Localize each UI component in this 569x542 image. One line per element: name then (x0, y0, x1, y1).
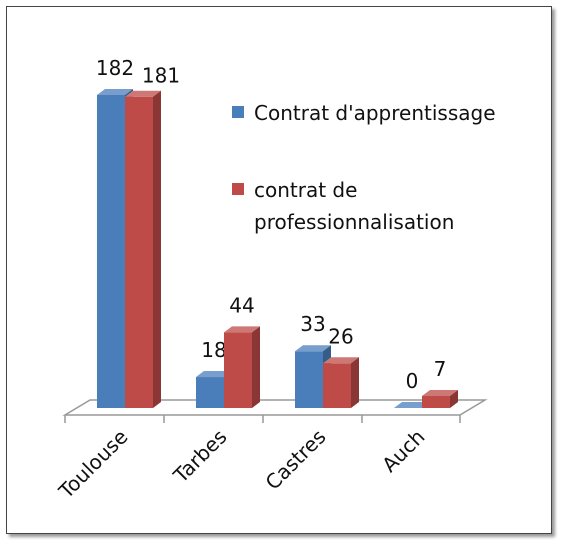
bar (224, 326, 260, 408)
bar-front (224, 332, 252, 408)
bar-front (422, 395, 450, 408)
bar-front (295, 351, 323, 408)
x-tick-label: Toulouse (53, 425, 132, 504)
bar (323, 357, 359, 408)
bar-front (125, 96, 153, 408)
bar-front (196, 377, 224, 408)
floor (62, 399, 488, 416)
bar-front (323, 363, 351, 408)
bar (394, 402, 430, 408)
data-label: 7 (434, 357, 447, 381)
bar-side (450, 389, 458, 408)
floor-ticks (64, 415, 461, 423)
bar-side (351, 357, 359, 408)
bar-top (323, 357, 359, 364)
bar-top (422, 389, 458, 396)
bar-top (295, 345, 331, 352)
data-label: 44 (229, 293, 254, 317)
legend-item: contrat de professionnalisation (232, 174, 507, 238)
legend-swatch (232, 183, 244, 195)
bar-side (153, 90, 161, 408)
bar-top (125, 90, 161, 97)
data-label: 18 (201, 338, 226, 362)
bar-top (97, 89, 133, 95)
x-tick-label: Castres (261, 425, 331, 495)
bar-top (394, 402, 430, 408)
x-tick-label: Auch (377, 425, 429, 477)
legend-item: Contrat d'apprentissage (232, 97, 507, 129)
bar-top (224, 326, 260, 333)
bar-front (97, 95, 125, 408)
bar (125, 90, 161, 408)
data-label: 26 (328, 324, 353, 348)
bar-top (196, 371, 232, 378)
data-label: 0 (406, 369, 419, 393)
legend-label: Contrat d'apprentissage (254, 101, 496, 125)
data-label: 33 (300, 312, 325, 336)
data-label: 181 (142, 64, 180, 88)
legend-swatch (232, 106, 244, 118)
bar (422, 389, 458, 408)
bar-side (252, 326, 260, 408)
legend-label: contrat de professionnalisation (254, 178, 455, 234)
data-label: 182 (96, 56, 134, 80)
x-tick-label: Tarbes (168, 425, 232, 489)
